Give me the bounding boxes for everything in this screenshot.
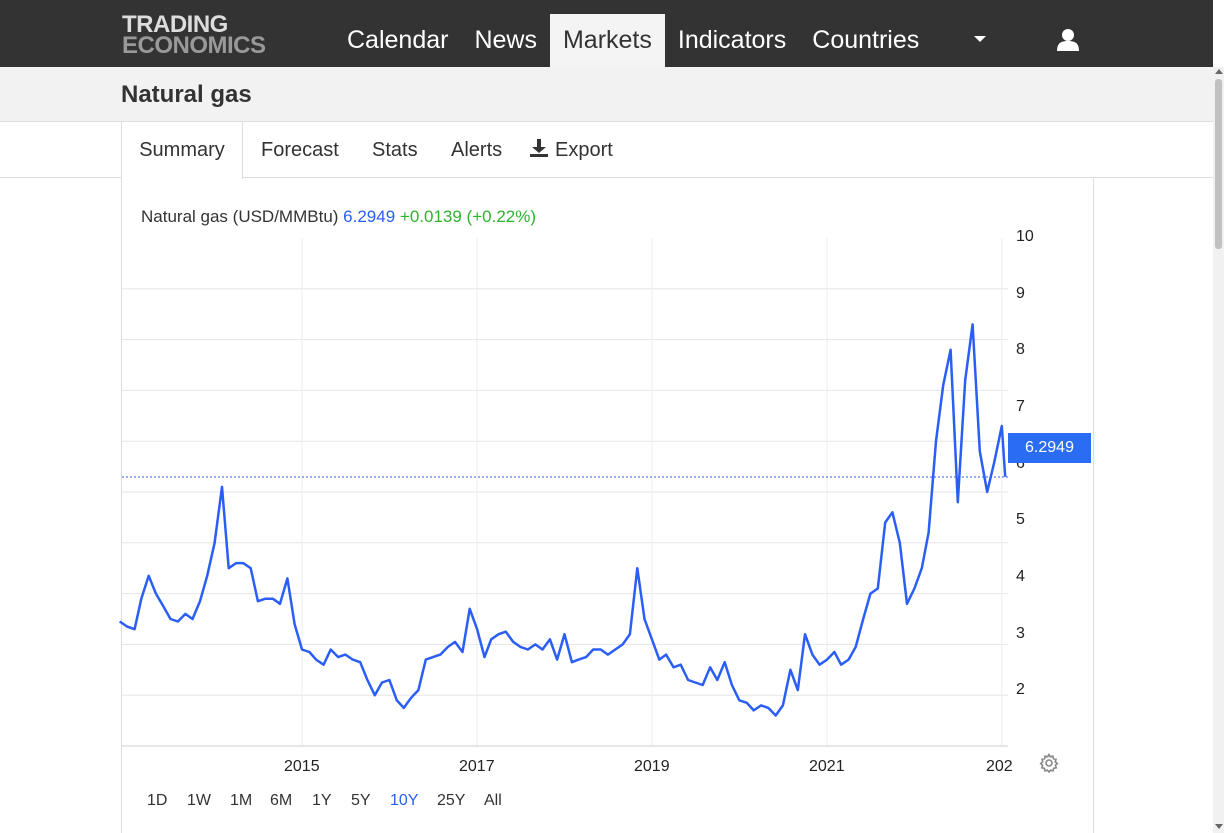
- page-title: Natural gas: [121, 81, 252, 108]
- chart-container: [121, 178, 1094, 833]
- tab-stats[interactable]: Stats: [372, 139, 418, 161]
- tab-alerts[interactable]: Alerts: [451, 139, 503, 161]
- range-1w[interactable]: 1W: [187, 792, 211, 809]
- y-tick-label: 9: [1016, 285, 1025, 302]
- range-10y[interactable]: 10Y: [390, 792, 419, 809]
- range-6m[interactable]: 6M: [270, 792, 293, 809]
- y-tick-label: 7: [1016, 398, 1025, 415]
- tab-summary[interactable]: Summary: [121, 122, 243, 179]
- export-label: Export: [555, 139, 613, 161]
- gear-icon[interactable]: [1039, 753, 1059, 773]
- nav-news[interactable]: News: [474, 26, 537, 54]
- logo-line-1: TRADING: [122, 11, 228, 38]
- range-1y[interactable]: 1Y: [312, 792, 332, 809]
- y-tick-label: 10: [1016, 228, 1034, 245]
- x-tick-label: 2017: [459, 758, 495, 775]
- y-tick-label: 4: [1016, 568, 1025, 585]
- nav-indicators[interactable]: Indicators: [677, 26, 787, 54]
- logo-line-2: ECONOMICS: [122, 32, 266, 59]
- series-name: Natural gas (USD/MMBtu): [141, 207, 339, 226]
- scroll-up-arrow-icon[interactable]: [1215, 69, 1223, 74]
- tab-forecast[interactable]: Forecast: [261, 139, 339, 161]
- download-icon: [530, 139, 548, 157]
- y-tick-label: 6: [1016, 455, 1025, 472]
- y-tick-label: 5: [1016, 511, 1025, 528]
- x-tick-label: 2019: [634, 758, 670, 775]
- main-nav: Calendar News Markets Indicators Countri…: [334, 14, 932, 67]
- y-tick-label: 3: [1016, 625, 1025, 642]
- y-tick-label: 8: [1016, 341, 1025, 358]
- scrollbar-thumb[interactable]: [1215, 79, 1222, 249]
- user-icon[interactable]: [1055, 27, 1081, 53]
- current-price-tag: 6.2949: [1008, 433, 1091, 463]
- top-navigation-bar: TRADING ECONOMICS Calendar News Markets …: [0, 0, 1213, 67]
- tab-export[interactable]: Export: [529, 122, 613, 177]
- series-change: +0.0139 (+0.22%): [399, 207, 537, 226]
- range-5y[interactable]: 5Y: [351, 792, 371, 809]
- range-25y[interactable]: 25Y: [437, 792, 466, 809]
- y-tick-label: 2: [1016, 681, 1025, 698]
- scroll-down-arrow-icon[interactable]: [1215, 824, 1223, 829]
- range-all[interactable]: All: [484, 792, 502, 809]
- tab-bar: Summary Forecast Stats Alerts Export: [0, 122, 1213, 179]
- range-1m[interactable]: 1M: [230, 792, 253, 809]
- title-bar: Natural gas: [0, 67, 1213, 122]
- x-tick-label: 2015: [284, 758, 320, 775]
- x-tick-label: 202: [986, 758, 1013, 775]
- page-scrollbar[interactable]: [1213, 67, 1224, 833]
- range-1d[interactable]: 1D: [147, 792, 168, 809]
- chevron-down-icon[interactable]: [974, 36, 986, 42]
- trading-economics-logo[interactable]: TRADING ECONOMICS: [122, 11, 266, 59]
- nav-markets[interactable]: Markets: [549, 14, 665, 67]
- nav-calendar[interactable]: Calendar: [347, 26, 449, 54]
- nav-countries[interactable]: Countries: [812, 26, 920, 54]
- chart-legend: Natural gas (USD/MMBtu) 6.2949 +0.0139 (…: [141, 207, 536, 227]
- x-tick-label: 2021: [809, 758, 845, 775]
- series-value: 6.2949: [343, 207, 396, 226]
